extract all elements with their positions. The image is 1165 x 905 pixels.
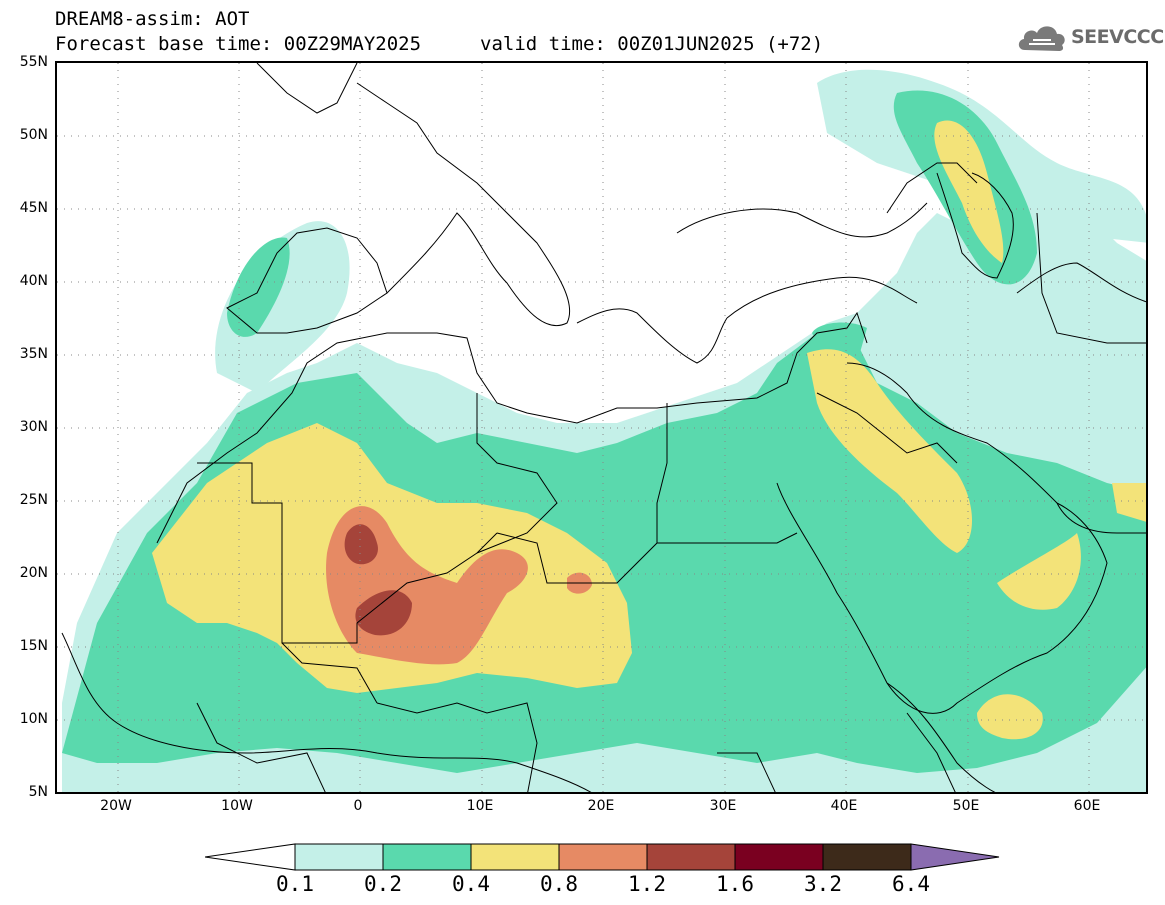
cloud-icon <box>1018 26 1065 51</box>
lat-label: 50N <box>19 127 48 143</box>
lon-label: 50E <box>952 798 980 814</box>
colorbar-label: 1.6 <box>716 872 754 896</box>
lon-label: 30E <box>709 798 737 814</box>
colorbar-label: 0.2 <box>364 872 402 896</box>
graticule <box>57 63 1146 792</box>
lon-label: 40E <box>830 798 858 814</box>
coastlines <box>61 63 1146 792</box>
lon-label: 20W <box>100 798 132 814</box>
lat-label: 25N <box>19 492 48 508</box>
logo-text: SEEVCCC <box>1071 26 1164 48</box>
colorbar-bin <box>822 843 912 871</box>
lon-label: 0 <box>353 798 363 814</box>
aot-map <box>55 61 1148 794</box>
colorbar-bin <box>382 843 472 871</box>
colorbar <box>205 843 1000 871</box>
lat-label: 35N <box>19 346 48 362</box>
colorbar-min-arrow <box>205 843 296 871</box>
colorbar-label: 0.8 <box>540 872 578 896</box>
lat-label: 40N <box>19 273 48 289</box>
valid-time-label: valid time: 00Z01JUN2025 (+72) <box>480 33 824 55</box>
lat-label: 5N <box>28 784 48 800</box>
lat-label: 15N <box>19 638 48 654</box>
colorbar-label: 6.4 <box>892 872 930 896</box>
lat-label: 10N <box>19 711 48 727</box>
seevccc-logo: SEEVCCC <box>1015 20 1164 56</box>
aot-1.2-1.6-region <box>344 524 412 636</box>
colorbar-label: 1.2 <box>628 872 666 896</box>
colorbar-bin <box>646 843 736 871</box>
lon-label: 10E <box>466 798 494 814</box>
colorbar-bin <box>294 843 384 871</box>
colorbar-bin <box>558 843 648 871</box>
lat-label: 55N <box>19 54 48 70</box>
lat-label: 30N <box>19 419 48 435</box>
borders <box>196 162 1146 792</box>
colorbar-label: 0.1 <box>276 872 314 896</box>
lon-label: 20E <box>587 798 615 814</box>
lat-label: 45N <box>19 200 48 216</box>
colorbar-label: 0.4 <box>452 872 490 896</box>
colorbar-label: 3.2 <box>804 872 842 896</box>
base-time-label: Forecast base time: 00Z29MAY2025 <box>55 33 422 55</box>
colorbar-bin <box>734 843 824 871</box>
model-title: DREAM8-assim: AOT <box>55 8 250 30</box>
map-canvas <box>57 63 1146 792</box>
lat-label: 20N <box>19 565 48 581</box>
colorbar-max-arrow <box>910 843 1000 871</box>
lon-label: 60E <box>1073 798 1101 814</box>
lon-label: 10W <box>221 798 253 814</box>
colorbar-bin <box>470 843 560 871</box>
